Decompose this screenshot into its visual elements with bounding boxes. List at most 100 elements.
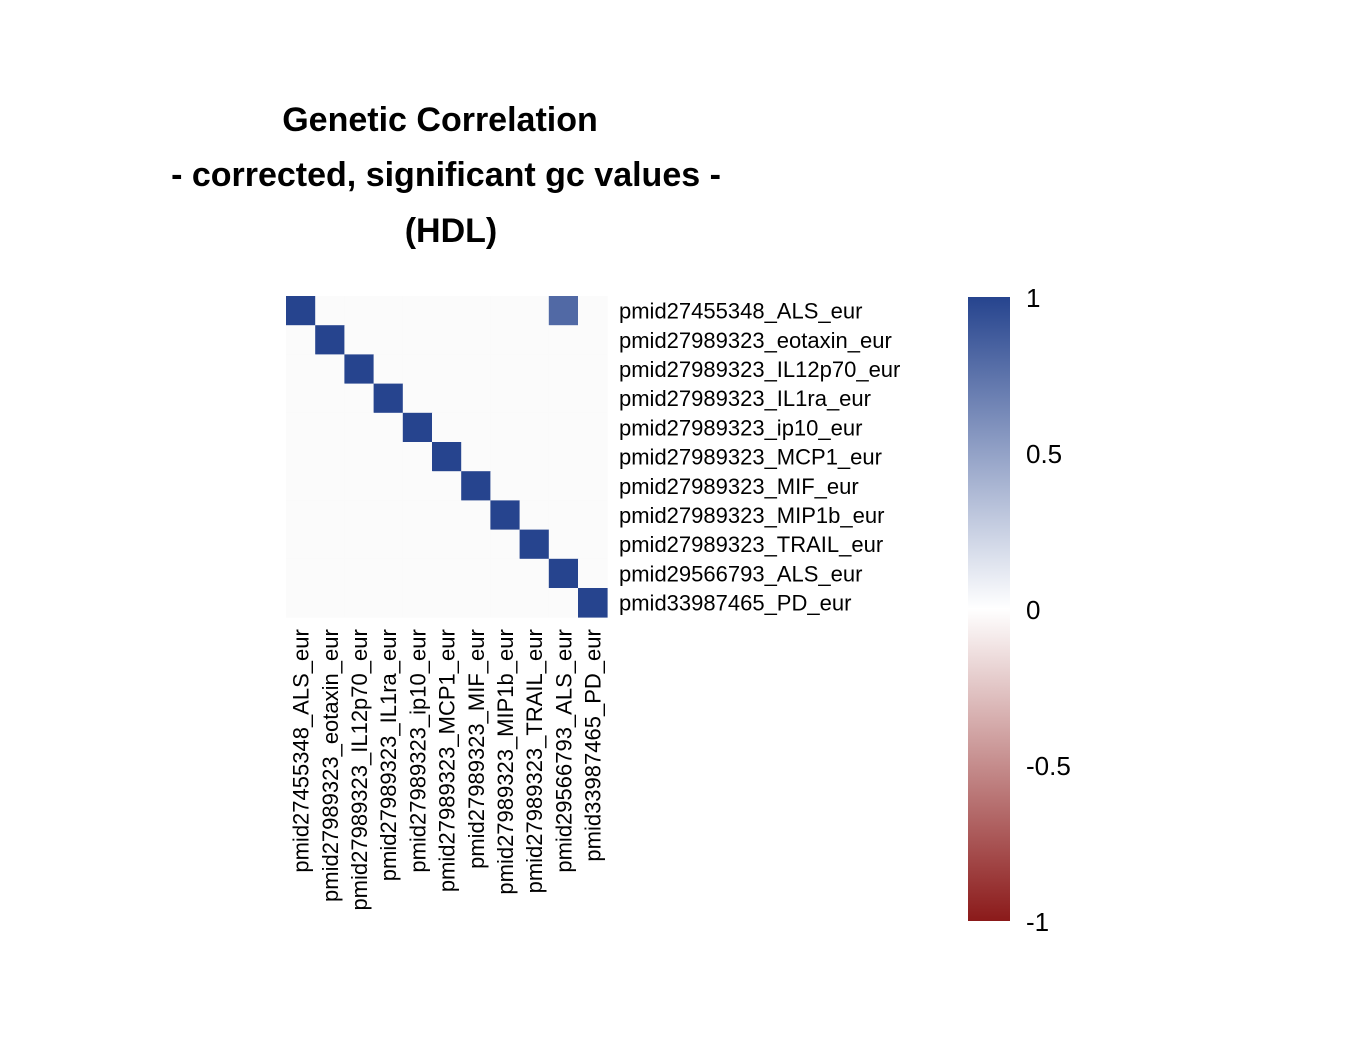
heatmap-cell-r9-c10 <box>548 529 579 560</box>
column-label: pmid33987465_PD_eur <box>581 629 606 861</box>
heatmap-cell-r6-c10 <box>548 442 579 472</box>
heatmap-cell-r5-c7 <box>461 412 491 443</box>
heatmap-cell-r2-c2 <box>315 325 345 355</box>
heatmap-cell-r3-c3 <box>344 354 374 384</box>
heatmap-cell-r10-c6 <box>432 558 462 589</box>
heatmap-cell-r1-c7 <box>461 296 491 326</box>
heatmap-cell-r2-c11 <box>578 325 608 355</box>
heatmap-cell-r7-c5 <box>402 471 433 501</box>
heatmap-cell-r8-c9 <box>519 500 550 530</box>
heatmap-cell-r8-c7 <box>461 500 491 530</box>
heatmap-cell-r10-c10 <box>548 558 579 589</box>
title-line-3: (HDL) <box>405 212 498 250</box>
heatmap-cell-r10-c8 <box>490 558 520 589</box>
heatmap-cell-r1-c4 <box>373 296 404 326</box>
heatmap-cell-r5-c1 <box>286 412 316 443</box>
heatmap-cell-r6-c6 <box>432 442 462 472</box>
title-line-2: - corrected, significant gc values - <box>171 156 721 194</box>
heatmap-cell-r10-c4 <box>373 558 404 589</box>
heatmap-cell-r6-c9 <box>519 442 550 472</box>
heatmap-cell-r2-c7 <box>461 325 491 355</box>
column-label: pmid27989323_MIF_eur <box>464 629 489 869</box>
row-label: pmid27989323_IL12p70_eur <box>619 357 900 382</box>
column-label: pmid27989323_MCP1_eur <box>435 629 460 892</box>
heatmap-cell-r4-c2 <box>315 383 345 414</box>
heatmap-cell-r5-c3 <box>344 412 374 443</box>
title-line-1: Genetic Correlation <box>282 101 598 139</box>
heatmap-cell-r6-c1 <box>286 442 316 472</box>
heatmap-cell-r4-c7 <box>461 383 491 414</box>
row-labels: pmid27455348_ALS_eur pmid27989323_eotaxin… <box>619 299 900 616</box>
heatmap-cell-r7-c10 <box>548 471 579 501</box>
heatmap-cell-r2-c10 <box>548 325 579 355</box>
row-label: pmid33987465_PD_eur <box>619 591 851 616</box>
heatmap-cell-r4-c5 <box>402 383 433 414</box>
heatmap-cell-r4-c10 <box>548 383 579 414</box>
heatmap-cell-r11-c10 <box>548 588 579 618</box>
heatmap-cell-r11-c8 <box>490 588 520 618</box>
heatmap-cell-r1-c11 <box>578 296 608 326</box>
heatmap-cell-r1-c1 <box>286 296 316 326</box>
heatmap-cell-r2-c1 <box>286 325 316 355</box>
heatmap-cell-r6-c11 <box>578 442 608 472</box>
row-label: pmid27989323_MIP1b_eur <box>619 503 884 528</box>
heatmap-cell-r7-c8 <box>490 471 520 501</box>
heatmap-cell-r8-c10 <box>548 500 579 530</box>
row-label: pmid27989323_MCP1_eur <box>619 445 882 470</box>
heatmap-cell-r2-c8 <box>490 325 520 355</box>
heatmap-cell-r7-c1 <box>286 471 316 501</box>
heatmap-cell-r6-c3 <box>344 442 374 472</box>
heatmap-cell-r3-c11 <box>578 354 608 384</box>
heatmap-cell-r8-c6 <box>432 500 462 530</box>
heatmap-cell-r1-c2 <box>315 296 345 326</box>
heatmap-cell-r8-c8 <box>490 500 520 530</box>
column-label: pmid27989323_MIP1b_eur <box>493 629 518 894</box>
heatmap-cell-r6-c4 <box>373 442 404 472</box>
heatmap-cell-r11-c2 <box>315 588 345 618</box>
heatmap-cell-r7-c4 <box>373 471 404 501</box>
heatmap-cell-r8-c1 <box>286 500 316 530</box>
legend-tick-label: 0 <box>1026 595 1040 625</box>
heatmap-cell-r5-c2 <box>315 412 345 443</box>
heatmap-cell-r8-c2 <box>315 500 345 530</box>
row-label: pmid27989323_MIF_eur <box>619 474 859 499</box>
heatmap-cell-r7-c11 <box>578 471 608 501</box>
heatmap-cell-r10-c2 <box>315 558 345 589</box>
heatmap-cell-r7-c7 <box>461 471 491 501</box>
legend-tick-label: 1 <box>1026 283 1040 313</box>
legend-tick-label: -1 <box>1026 907 1049 937</box>
heatmap-cell-r11-c1 <box>286 588 316 618</box>
heatmap-cell-r2-c4 <box>373 325 404 355</box>
legend-ticks: 1 0.5 0 -0.5 -1 <box>1026 283 1071 937</box>
heatmap-cell-r5-c11 <box>578 412 608 443</box>
heatmap-cell-r8-c3 <box>344 500 374 530</box>
heatmap-cell-r5-c10 <box>548 412 579 443</box>
column-label: pmid27989323_IL1ra_eur <box>376 629 401 881</box>
heatmap-cell-r5-c8 <box>490 412 520 443</box>
row-label: pmid27989323_IL1ra_eur <box>619 386 871 411</box>
heatmap-cell-r8-c11 <box>578 500 608 530</box>
heatmap-cell-r9-c3 <box>344 529 374 560</box>
heatmap-cell-r11-c7 <box>461 588 491 618</box>
heatmap-cell-r3-c5 <box>402 354 433 384</box>
heatmap-cell-r9-c2 <box>315 529 345 560</box>
heatmap-cell-r3-c1 <box>286 354 316 384</box>
heatmap-cell-r11-c3 <box>344 588 374 618</box>
heatmap-cell-r3-c2 <box>315 354 345 384</box>
heatmap-cell-r10-c3 <box>344 558 374 589</box>
heatmap-cell-r3-c10 <box>548 354 579 384</box>
heatmap-cell-r10-c7 <box>461 558 491 589</box>
heatmap-cell-r1-c6 <box>432 296 462 326</box>
column-label: pmid29566793_ALS_eur <box>551 629 576 872</box>
heatmap-cell-r3-c4 <box>373 354 404 384</box>
heatmap-cell-r5-c6 <box>432 412 462 443</box>
heatmap-cell-r1-c3 <box>344 296 374 326</box>
heatmap-cell-r6-c8 <box>490 442 520 472</box>
heatmap-cell-r9-c1 <box>286 529 316 560</box>
column-label: pmid27989323_eotaxin_eur <box>318 629 343 902</box>
heatmap-cell-r6-c2 <box>315 442 345 472</box>
heatmap-cell-r10-c5 <box>402 558 433 589</box>
heatmap-cell-r7-c3 <box>344 471 374 501</box>
heatmap-cell-r7-c6 <box>432 471 462 501</box>
heatmap-cell-r4-c3 <box>344 383 374 414</box>
